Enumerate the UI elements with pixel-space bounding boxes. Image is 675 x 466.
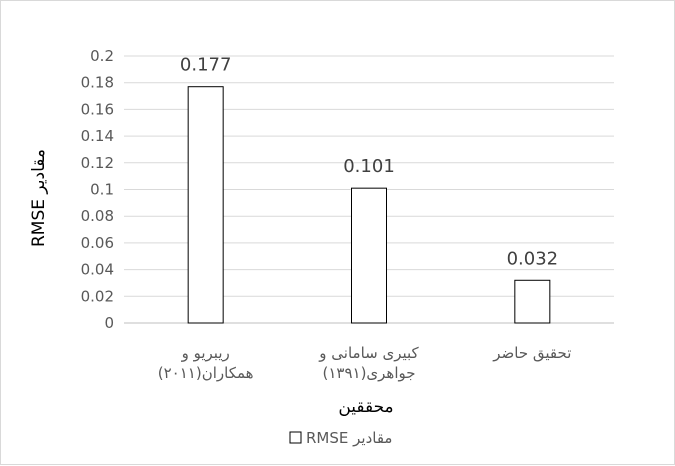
x-category-label: همکاران(۲۰۱۱) (158, 364, 254, 382)
y-tick-label: 0.14 (81, 127, 114, 145)
y-tick-label: 0.2 (90, 47, 114, 65)
data-labels: 0.177 0.101 0.032 (180, 55, 558, 270)
y-tick-label: 0.02 (81, 287, 114, 305)
bar (514, 279, 551, 324)
data-label: 0.101 (343, 156, 395, 177)
x-category-label: کبیری سامانی و (318, 344, 419, 362)
legend-label: مقادیر RMSE (306, 429, 392, 447)
x-axis-categories: ریبریو و همکاران(۲۰۱۱) کبیری سامانی و جواهر… (158, 344, 572, 382)
y-tick-label: 0.04 (81, 261, 114, 279)
data-label: 0.177 (180, 55, 232, 76)
bars (187, 86, 551, 324)
data-label: 0.032 (507, 248, 559, 269)
bar (351, 187, 387, 324)
bar (187, 86, 224, 324)
x-category-label: تحقیق حاضر (492, 344, 571, 362)
y-tick-label: 0 (104, 314, 114, 332)
x-category-label: ریبریو و (181, 344, 230, 362)
legend-swatch (289, 431, 302, 444)
legend: مقادیر RMSE (289, 429, 392, 447)
y-axis-title: مقادیر RMSE (29, 149, 49, 247)
y-tick-label: 0.18 (81, 74, 114, 92)
y-tick-label: 0.12 (81, 154, 114, 172)
y-tick-label: 0.06 (81, 234, 114, 252)
y-axis-ticks: 0 0.02 0.04 0.06 0.08 0.1 0.12 0.14 0.16 0.18 0.2 (81, 47, 114, 332)
y-tick-label: 0.1 (90, 181, 114, 199)
x-category-label: جواهری(۱۳۹۱) (322, 364, 415, 382)
x-axis-title: محققین (338, 397, 393, 417)
y-tick-label: 0.08 (81, 207, 114, 225)
y-tick-label: 0.16 (81, 100, 114, 118)
